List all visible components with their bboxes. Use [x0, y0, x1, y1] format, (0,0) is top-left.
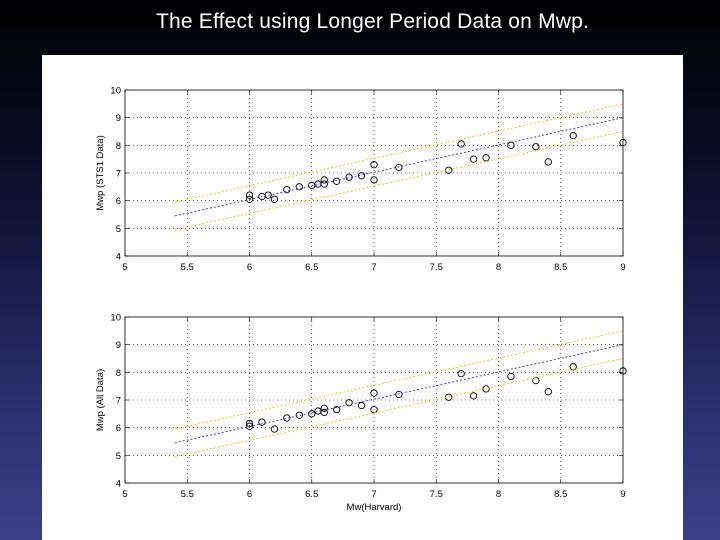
data-point: [357, 172, 366, 180]
data-point: [395, 163, 403, 172]
data-point: [482, 154, 490, 162]
y-tick-label: 9: [116, 113, 121, 124]
data-point: [320, 408, 328, 417]
x-tick-label: 9: [620, 262, 625, 273]
y-tick-label: 10: [110, 313, 121, 324]
x-tick-label: 5.5: [181, 262, 194, 273]
data-point: [469, 155, 478, 163]
y-tick-label: 6: [116, 196, 121, 207]
data-point: [320, 404, 328, 412]
x-tick-label: 7: [371, 489, 376, 500]
data-point: [482, 385, 490, 393]
data-point: [295, 411, 303, 419]
x-tick-label: 6.5: [305, 262, 318, 273]
data-point: [569, 363, 577, 371]
y-tick-label: 4: [116, 479, 121, 490]
data-point: [457, 370, 465, 378]
x-tick-label: 5.5: [181, 489, 194, 500]
y-tick-label: 7: [116, 396, 121, 407]
data-point: [370, 176, 378, 184]
data-point: [457, 140, 465, 148]
data-point: [270, 425, 279, 433]
data-point: [345, 399, 353, 407]
y-tick-label: 6: [116, 423, 121, 434]
upper-bound-line: [174, 103, 624, 203]
data-point: [619, 138, 627, 147]
y-tick-label: 7: [116, 169, 121, 180]
data-point: [332, 177, 341, 185]
fit-line: [174, 117, 624, 217]
data-point: [395, 390, 403, 399]
data-point: [544, 388, 552, 396]
upper-bound-line: [174, 330, 624, 430]
data-point: [245, 191, 254, 199]
y-tick-label: 8: [116, 141, 121, 152]
data-point: [320, 180, 328, 188]
x-tick-label: 5: [122, 262, 127, 273]
x-tick-label: 8: [496, 262, 501, 273]
y-tick-label: 5: [116, 451, 121, 462]
data-point: [283, 185, 291, 194]
x-tick-label: 8.5: [554, 262, 567, 273]
data-point: [544, 158, 552, 166]
y-tick-label: 4: [116, 252, 121, 263]
data-point: [619, 367, 627, 375]
data-point: [370, 161, 378, 169]
x-tick-label: 9: [620, 489, 625, 500]
data-point: [258, 418, 266, 426]
data-point: [370, 406, 378, 414]
y-tick-label: 5: [116, 224, 121, 235]
data-point: [532, 143, 540, 151]
data-point: [532, 376, 540, 385]
data-point: [270, 195, 279, 203]
figure-panel: 5 5.5 6 6.5 7 7.5 8 8.5 9 4 5 6 7 8 9 10 Mwp (STS1 Data)…: [42, 55, 683, 540]
x-tick-label: 6: [247, 262, 252, 273]
y-tick-label: 10: [110, 86, 121, 97]
slide-title: The Effect using Longer Period Data on M…: [155, 10, 590, 33]
data-point: [370, 389, 378, 397]
y-axis-label: Mwp (All Data): [95, 369, 106, 431]
x-tick-label: 6.5: [305, 489, 318, 500]
data-point: [245, 195, 254, 203]
y-axis-label: Mwp (STS1 Data): [95, 135, 106, 211]
x-tick-label: 8.5: [554, 489, 567, 500]
x-tick-label: 5: [122, 489, 127, 500]
y-tick-label: 9: [116, 340, 121, 351]
x-tick-label: 8: [496, 489, 501, 500]
lower-bound-line: [174, 131, 624, 231]
fit-line: [174, 344, 624, 444]
data-point: [469, 392, 478, 400]
data-point: [295, 183, 303, 191]
x-tick-label: 7: [371, 262, 376, 273]
lower-bound-line: [174, 358, 624, 458]
x-axis-label: Mw(Harvard): [347, 502, 402, 513]
data-point: [332, 406, 341, 414]
data-point: [445, 166, 453, 174]
x-tick-label: 7.5: [430, 489, 443, 500]
data-point: [569, 132, 577, 140]
data-point: [445, 393, 453, 401]
y-tick-label: 8: [116, 368, 121, 379]
data-point: [264, 191, 272, 199]
data-point: [357, 401, 366, 410]
data-point: [245, 422, 254, 430]
data-point: [507, 372, 515, 381]
x-tick-label: 7.5: [430, 262, 443, 273]
x-tick-label: 6: [247, 489, 252, 500]
